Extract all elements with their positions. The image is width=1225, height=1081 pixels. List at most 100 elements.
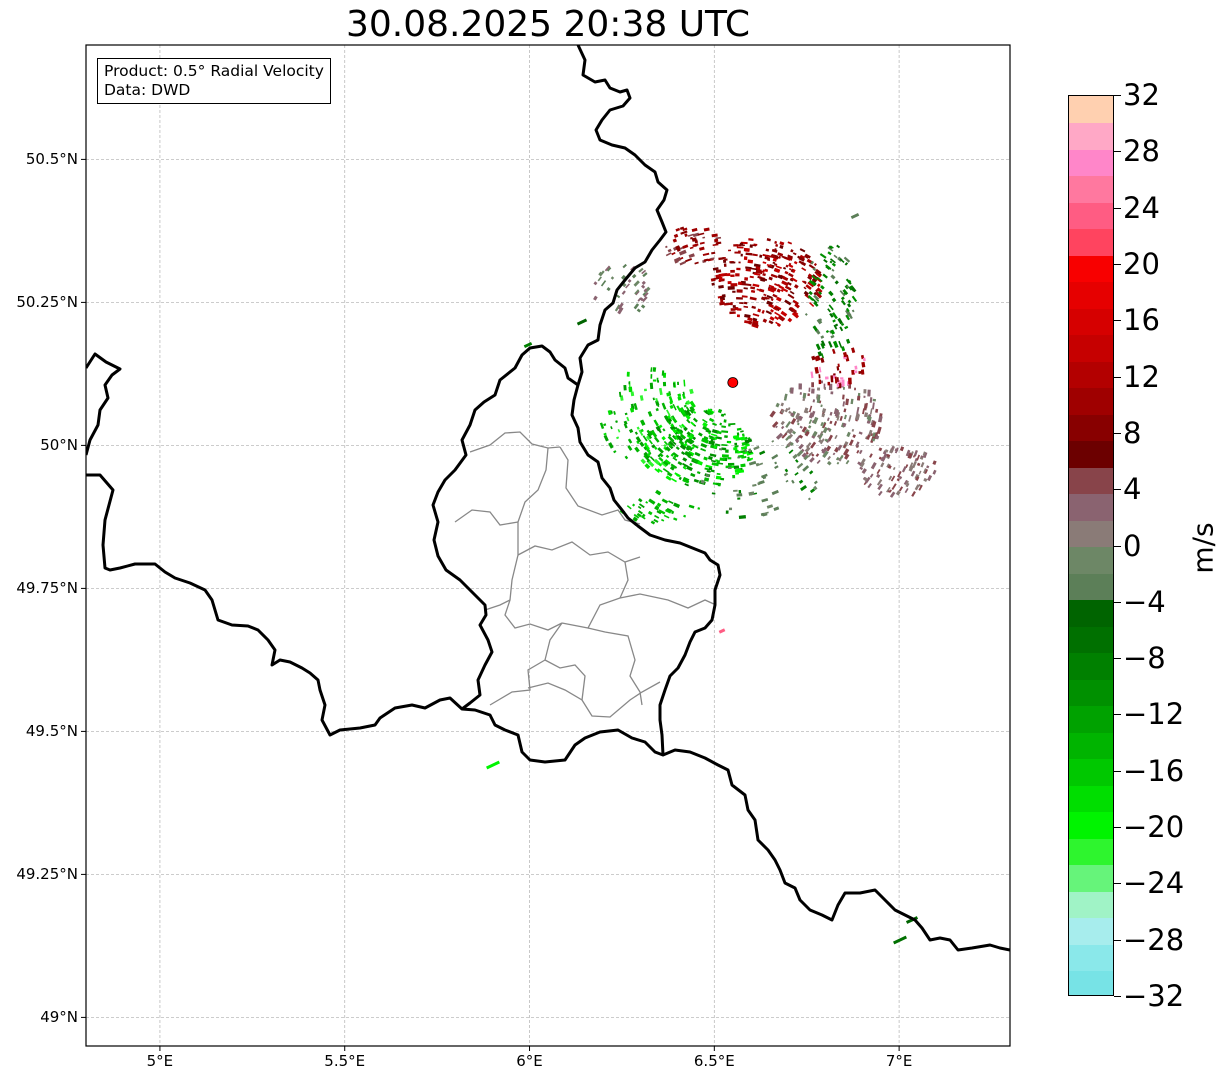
echo-pixel	[815, 268, 822, 275]
echo-pixel	[775, 432, 784, 440]
echo-pixel	[813, 262, 817, 267]
echo-pixel	[683, 409, 689, 416]
echo-pixel	[697, 507, 701, 510]
echo-pixel	[730, 302, 733, 306]
echo-pixel	[643, 451, 651, 459]
echo-pixel	[809, 301, 815, 308]
echo-pixel	[820, 335, 825, 339]
radar-velocity-echoes	[486, 212, 937, 945]
echo-pixel	[683, 426, 688, 432]
echo-pixel	[846, 303, 852, 308]
echo-pixel	[737, 456, 740, 459]
data-source-label: Data: DWD	[104, 81, 191, 99]
echo-pixel	[675, 245, 681, 250]
colorbar-tick-label: −4	[1123, 584, 1166, 619]
echo-pixel	[820, 421, 824, 427]
echo-pixel	[836, 461, 840, 465]
echo-pixel	[741, 455, 747, 459]
echo-pixel	[798, 443, 804, 450]
colorbar-segment	[1069, 96, 1113, 124]
echo-pixel	[743, 305, 749, 308]
echo-pixel	[820, 404, 823, 408]
colorbar-tick-label: −12	[1123, 697, 1185, 732]
echo-pixel	[662, 460, 669, 467]
colorbar-segment	[1069, 573, 1113, 601]
echo-pixel	[748, 448, 752, 453]
echo-pixel	[787, 317, 793, 323]
echo-pixel	[898, 475, 903, 480]
echo-pixel	[820, 340, 826, 347]
echo-pixel	[617, 428, 621, 433]
echo-pixel	[827, 246, 834, 252]
echo-pixel	[783, 393, 788, 401]
echo-pixel	[665, 454, 670, 459]
echo-pixel	[715, 475, 722, 480]
echo-pixel	[863, 476, 868, 482]
echo-pixel	[730, 308, 736, 311]
echo-pixel	[751, 321, 759, 327]
echo-pixel	[836, 244, 841, 249]
echo-pixel	[851, 428, 855, 432]
echo-pixel	[730, 274, 735, 277]
echo-pixel	[812, 416, 819, 425]
echo-pixel	[626, 371, 630, 377]
echo-pixel	[807, 275, 813, 281]
echo-pixel	[734, 468, 742, 473]
echo-pixel	[780, 289, 784, 293]
echo-pixel	[638, 429, 644, 436]
colorbar-segment	[1069, 679, 1113, 707]
echo-pixel	[829, 312, 834, 318]
colorbar-tick	[1114, 601, 1121, 603]
echo-pixel	[634, 431, 638, 435]
echo-pixel	[653, 436, 660, 443]
echo-pixel	[718, 284, 724, 289]
echo-pixel	[824, 387, 827, 390]
echo-pixel	[656, 510, 662, 515]
echo-pixel	[844, 453, 850, 460]
echo-pixel	[781, 432, 788, 439]
echo-pixel	[778, 285, 785, 290]
echo-pixel	[755, 269, 763, 275]
echo-pixel	[787, 293, 795, 299]
echo-pixel	[843, 444, 847, 449]
echo-pixel	[673, 502, 681, 509]
echo-pixel	[827, 308, 831, 313]
echo-pixel	[677, 461, 683, 466]
echo-pixel	[858, 431, 863, 435]
echo-pixel	[843, 414, 847, 420]
colorbar-tick	[1114, 996, 1121, 997]
echo-pixel	[829, 245, 834, 249]
echo-pixel	[886, 463, 891, 469]
colorbar-tick	[1114, 714, 1121, 716]
echo-pixel	[665, 475, 672, 481]
echo-pixel	[871, 420, 877, 428]
echo-pixel	[661, 370, 665, 376]
echo-pixel	[786, 281, 792, 286]
echo-pixel	[811, 388, 815, 394]
echo-pixel	[636, 308, 641, 313]
echo-pixel	[642, 272, 648, 278]
echo-pixel	[734, 445, 739, 448]
echo-pixel	[822, 426, 828, 434]
echo-pixel	[764, 296, 770, 300]
colorbar-segment	[1069, 811, 1113, 839]
echo-pixel	[889, 491, 896, 498]
echo-pixel	[686, 465, 693, 472]
echo-pixel	[773, 506, 780, 512]
echo-pixel	[845, 398, 850, 406]
echo-pixel	[699, 241, 705, 245]
echo-pixel	[820, 357, 825, 363]
echo-pixel	[770, 273, 778, 279]
echo-pixel	[757, 275, 762, 279]
echo-pixel	[669, 465, 675, 471]
echo-pixel	[832, 452, 836, 456]
echo-pixel	[816, 318, 823, 325]
echo-pixel	[816, 276, 823, 283]
colorbar-tick-label: −24	[1123, 866, 1185, 901]
lat-label: 49.75°N	[16, 579, 78, 598]
echo-pixel	[809, 470, 814, 475]
echo-pixel	[819, 318, 823, 322]
echo-pixel	[808, 387, 811, 392]
echo-pixel	[784, 270, 789, 275]
echo-pixel	[773, 263, 778, 267]
